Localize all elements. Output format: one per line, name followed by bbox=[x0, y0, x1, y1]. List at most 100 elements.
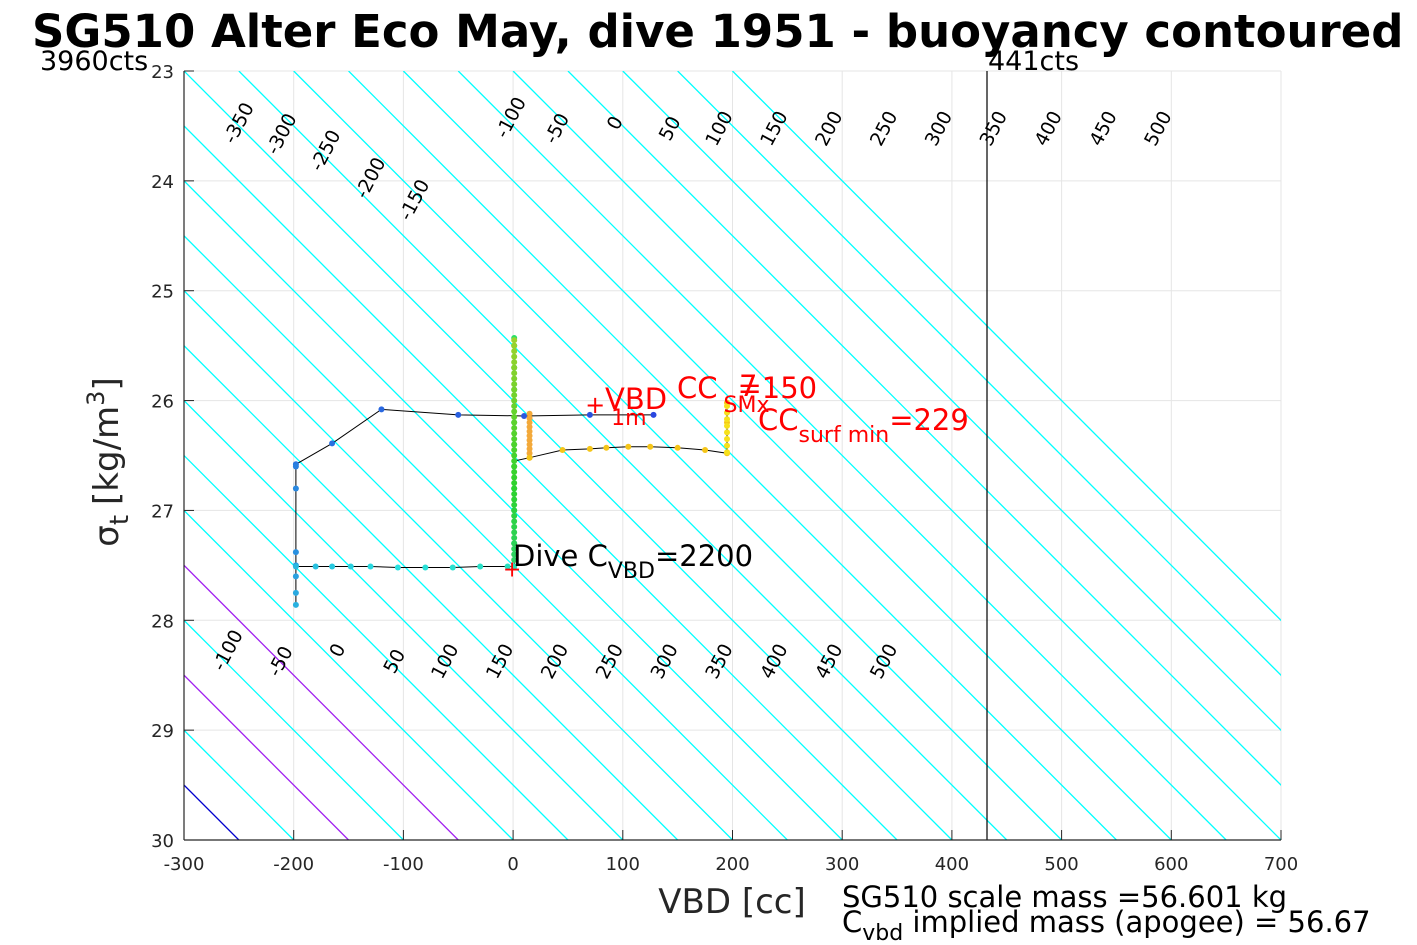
dive-cvbd-value: =2200 bbox=[655, 539, 753, 573]
track-point bbox=[449, 564, 456, 571]
cc-surf-min-main: CC bbox=[758, 403, 799, 437]
y-tick-label: 25 bbox=[151, 282, 174, 303]
tick-labels: -300 -200 -100 0 100 200 300 400 500 600 700232425… bbox=[151, 62, 1298, 875]
ascent-point bbox=[511, 381, 518, 388]
ascent-point bbox=[511, 425, 518, 432]
cc-surf-min-annotation: CCsurf min=229 bbox=[758, 403, 969, 448]
surface-point bbox=[526, 423, 533, 430]
x-tick-label: 700 bbox=[1264, 854, 1298, 875]
surface-point bbox=[526, 419, 533, 426]
track-point bbox=[586, 411, 593, 418]
contour-label: -100 bbox=[491, 93, 531, 141]
contour-line bbox=[184, 509, 514, 840]
contour-line bbox=[184, 179, 843, 840]
contour-line bbox=[184, 71, 953, 840]
contour-label: 0 bbox=[603, 113, 628, 134]
ascent-point bbox=[511, 392, 518, 399]
x-tick-label: 0 bbox=[507, 854, 518, 875]
contour-label: -300 bbox=[262, 110, 302, 158]
track-point bbox=[521, 412, 528, 419]
surface-track-point bbox=[674, 444, 681, 451]
contour-label: 350 bbox=[976, 107, 1012, 149]
ascent-point bbox=[511, 386, 518, 393]
track-point bbox=[367, 563, 374, 570]
ascent-point bbox=[511, 457, 518, 464]
implied-mass-sub: vbd bbox=[862, 921, 903, 945]
implied-mass-value: implied mass (apogee) = 56.67 bbox=[903, 905, 1370, 939]
surface-point bbox=[526, 450, 533, 457]
track-point bbox=[292, 601, 299, 608]
dive-cvbd-main: Dive C bbox=[513, 539, 608, 573]
track-point bbox=[477, 563, 484, 570]
vbd-1m-marker: + bbox=[585, 391, 605, 419]
ascent-point bbox=[511, 370, 518, 377]
ascent-point bbox=[511, 447, 518, 454]
y-tick-label: 27 bbox=[151, 501, 174, 522]
ascent-point bbox=[511, 375, 518, 382]
track-point bbox=[292, 463, 299, 470]
ascent-point bbox=[511, 337, 518, 344]
ascent-point bbox=[511, 364, 518, 371]
vbd-1m-sub: 1m bbox=[611, 406, 646, 431]
ascent-point bbox=[511, 414, 518, 421]
ascent-point bbox=[511, 430, 518, 437]
dive-cvbd-sub: VBD bbox=[608, 559, 655, 584]
ascent-point bbox=[511, 441, 518, 448]
ascent-point bbox=[511, 479, 518, 486]
x-tick-label: 300 bbox=[825, 854, 859, 875]
y-tick-label: 28 bbox=[151, 611, 174, 632]
surface-track-point bbox=[647, 443, 654, 450]
surface-point bbox=[526, 441, 533, 448]
contour-label: 50 bbox=[379, 646, 410, 678]
y-label-unit: [kg/m bbox=[87, 406, 127, 505]
ascent-point bbox=[511, 518, 518, 525]
ascent-point bbox=[511, 545, 518, 552]
track-point bbox=[455, 411, 462, 418]
contour-label: 50 bbox=[655, 113, 686, 145]
dive-marker: + bbox=[503, 558, 521, 583]
ascent-point bbox=[511, 474, 518, 481]
x-tick-label: -200 bbox=[273, 854, 314, 875]
surface-point-end bbox=[724, 416, 731, 423]
dive-cvbd-annotation: Dive CVBD=2200 bbox=[513, 539, 753, 584]
cc-surf-min-value: =229 bbox=[889, 403, 969, 437]
contour-label: 250 bbox=[866, 107, 902, 149]
track-point bbox=[329, 563, 336, 570]
y-axis-label: σt [kg/m3] bbox=[82, 377, 135, 546]
y-label-sup: 3 bbox=[82, 391, 110, 406]
track-point bbox=[378, 406, 385, 413]
contour-line bbox=[238, 71, 1008, 840]
contour-label: 300 bbox=[646, 640, 682, 682]
ascent-point bbox=[511, 501, 518, 508]
ascent-point bbox=[511, 540, 518, 547]
x-tick-label: 600 bbox=[1154, 854, 1188, 875]
y-tick-label: 23 bbox=[151, 62, 174, 83]
x-tick-label: 100 bbox=[606, 854, 640, 875]
ascent-point bbox=[511, 463, 518, 470]
ascent-point bbox=[511, 507, 518, 514]
x-tick-label: -100 bbox=[383, 854, 424, 875]
x-tick-label: -300 bbox=[164, 854, 205, 875]
cc-smx-annotation: CCSMx=150 bbox=[677, 371, 817, 418]
contour-line bbox=[184, 564, 459, 840]
contour-line bbox=[184, 729, 295, 840]
surface-point bbox=[526, 428, 533, 435]
track-point bbox=[292, 485, 299, 492]
ascent-point bbox=[511, 556, 518, 563]
surface-point-end bbox=[724, 436, 731, 443]
buoyancy-contours bbox=[184, 71, 1281, 840]
track-point bbox=[292, 589, 299, 596]
y-label-unit-close: ] bbox=[87, 377, 127, 390]
ascent-point bbox=[511, 348, 518, 355]
ascent-point bbox=[511, 551, 518, 558]
dive-track: ++ bbox=[292, 334, 731, 608]
contour-label: 100 bbox=[427, 640, 463, 682]
y-tick-label: 26 bbox=[151, 392, 174, 413]
cc-smx-main: CC bbox=[677, 371, 718, 405]
contour-label: 200 bbox=[537, 640, 573, 682]
implied-mass-c: C bbox=[842, 905, 862, 939]
vbd-1m-annotation: VBD 1m bbox=[605, 382, 667, 431]
contour-line bbox=[184, 399, 624, 840]
